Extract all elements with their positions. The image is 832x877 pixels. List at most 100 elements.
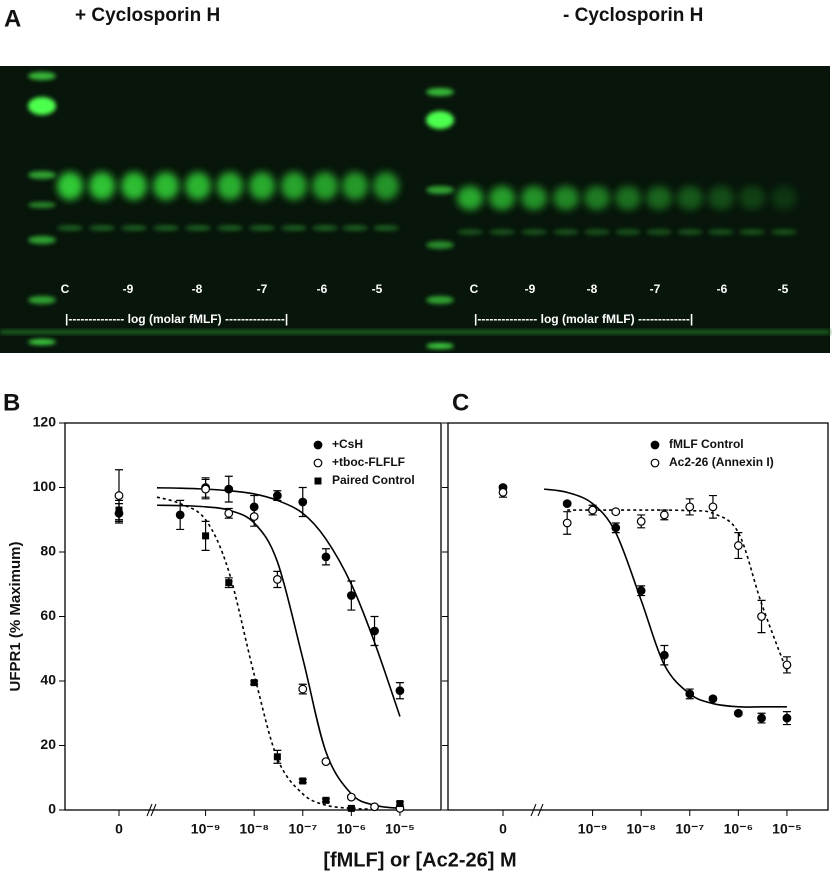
ladder-band bbox=[426, 343, 454, 349]
fit-curve bbox=[156, 496, 375, 811]
marker bbox=[346, 792, 356, 802]
gel-band bbox=[217, 172, 243, 200]
marker bbox=[299, 777, 307, 785]
ladder-band bbox=[28, 171, 56, 179]
gel-band bbox=[185, 172, 211, 200]
marker bbox=[782, 713, 792, 723]
fit-curve bbox=[156, 504, 401, 810]
gel-band bbox=[771, 186, 797, 210]
marker bbox=[396, 800, 404, 808]
gel-band bbox=[57, 225, 83, 231]
marker bbox=[659, 510, 669, 520]
gel-band bbox=[89, 225, 115, 231]
legend-marker bbox=[314, 477, 322, 485]
gel-band bbox=[521, 186, 547, 210]
marker bbox=[201, 484, 210, 494]
panel-label: A bbox=[4, 5, 21, 32]
marker bbox=[225, 579, 233, 587]
marker bbox=[782, 660, 792, 670]
marker bbox=[370, 626, 379, 636]
gel-axis: |-------------- log (molar fMLF) -------… bbox=[65, 312, 288, 326]
x-tick-label: 10⁻⁵ bbox=[385, 821, 415, 837]
lane-label: C bbox=[61, 282, 70, 296]
fit-curve bbox=[156, 487, 401, 717]
ladder-band bbox=[426, 186, 454, 194]
marker bbox=[498, 487, 508, 497]
legend-marker bbox=[650, 440, 660, 450]
marker bbox=[685, 689, 695, 699]
marker bbox=[562, 499, 572, 509]
marker bbox=[114, 491, 124, 500]
gel-band bbox=[342, 225, 368, 231]
lane-label: C bbox=[470, 282, 479, 296]
marker bbox=[370, 802, 379, 812]
gel-band bbox=[677, 229, 703, 235]
ladder-band bbox=[28, 72, 56, 80]
axis-break bbox=[530, 803, 537, 817]
ladder-band bbox=[426, 241, 454, 249]
gel-band bbox=[615, 229, 641, 235]
marker bbox=[588, 505, 597, 515]
gel-band bbox=[281, 225, 307, 231]
fit-curve bbox=[543, 488, 787, 708]
marker bbox=[636, 516, 646, 526]
marker bbox=[685, 502, 695, 512]
gel-band bbox=[249, 225, 275, 231]
plot-frame bbox=[447, 422, 829, 811]
gel-band bbox=[153, 172, 179, 200]
gel-band bbox=[708, 186, 734, 210]
marker bbox=[298, 497, 308, 507]
gel-band bbox=[677, 186, 703, 210]
x-tick-label: 10⁻⁹ bbox=[191, 821, 221, 837]
legend-label: Paired Control bbox=[332, 473, 415, 487]
marker bbox=[250, 679, 258, 687]
gel-band bbox=[373, 225, 399, 231]
gel-band bbox=[342, 172, 368, 200]
lane-label: -9 bbox=[123, 282, 134, 296]
gel-band bbox=[553, 186, 579, 210]
gel-axis: |--------------- log (molar fMLF) ------… bbox=[474, 312, 693, 326]
ladder-band bbox=[28, 97, 56, 115]
marker bbox=[321, 757, 331, 767]
lane-label: -7 bbox=[257, 282, 268, 296]
x-tick-label: 10⁻⁸ bbox=[239, 821, 269, 837]
ladder-band bbox=[426, 296, 454, 304]
marker bbox=[115, 506, 123, 514]
gel-band bbox=[615, 186, 641, 210]
marker bbox=[272, 491, 282, 500]
marker bbox=[224, 508, 234, 518]
gel-band bbox=[771, 229, 797, 235]
gel-image bbox=[0, 66, 830, 353]
gel-background bbox=[0, 66, 830, 353]
lane-label: -9 bbox=[525, 282, 536, 296]
y-tick-label: 120 bbox=[33, 414, 57, 430]
marker bbox=[395, 686, 405, 696]
legend-label: +CsH bbox=[332, 437, 363, 451]
x-tick-label: 10⁻⁶ bbox=[724, 821, 753, 837]
marker bbox=[611, 523, 621, 533]
gel-band bbox=[584, 186, 610, 210]
marker bbox=[202, 532, 210, 540]
gel-band bbox=[89, 172, 115, 200]
x-tick-label: 10⁻⁸ bbox=[626, 821, 656, 837]
x-tick-label: 0 bbox=[499, 821, 507, 837]
y-tick-label: 20 bbox=[40, 736, 56, 752]
ladder-band bbox=[28, 339, 56, 345]
lane-label: -6 bbox=[317, 282, 328, 296]
marker bbox=[322, 796, 330, 804]
gel-band bbox=[57, 172, 83, 200]
gel-band bbox=[121, 225, 147, 231]
y-tick-label: 80 bbox=[40, 543, 56, 559]
marker bbox=[224, 484, 234, 494]
marker bbox=[272, 575, 282, 584]
marker bbox=[249, 512, 259, 521]
gel-band bbox=[185, 225, 211, 231]
gel-band bbox=[249, 172, 275, 200]
y-tick-label: 60 bbox=[40, 607, 56, 623]
gel-band bbox=[489, 229, 515, 235]
marker bbox=[708, 694, 718, 704]
lane-label: -5 bbox=[778, 282, 789, 296]
axis-break bbox=[150, 803, 157, 817]
x-tick-label: 0 bbox=[115, 821, 123, 837]
